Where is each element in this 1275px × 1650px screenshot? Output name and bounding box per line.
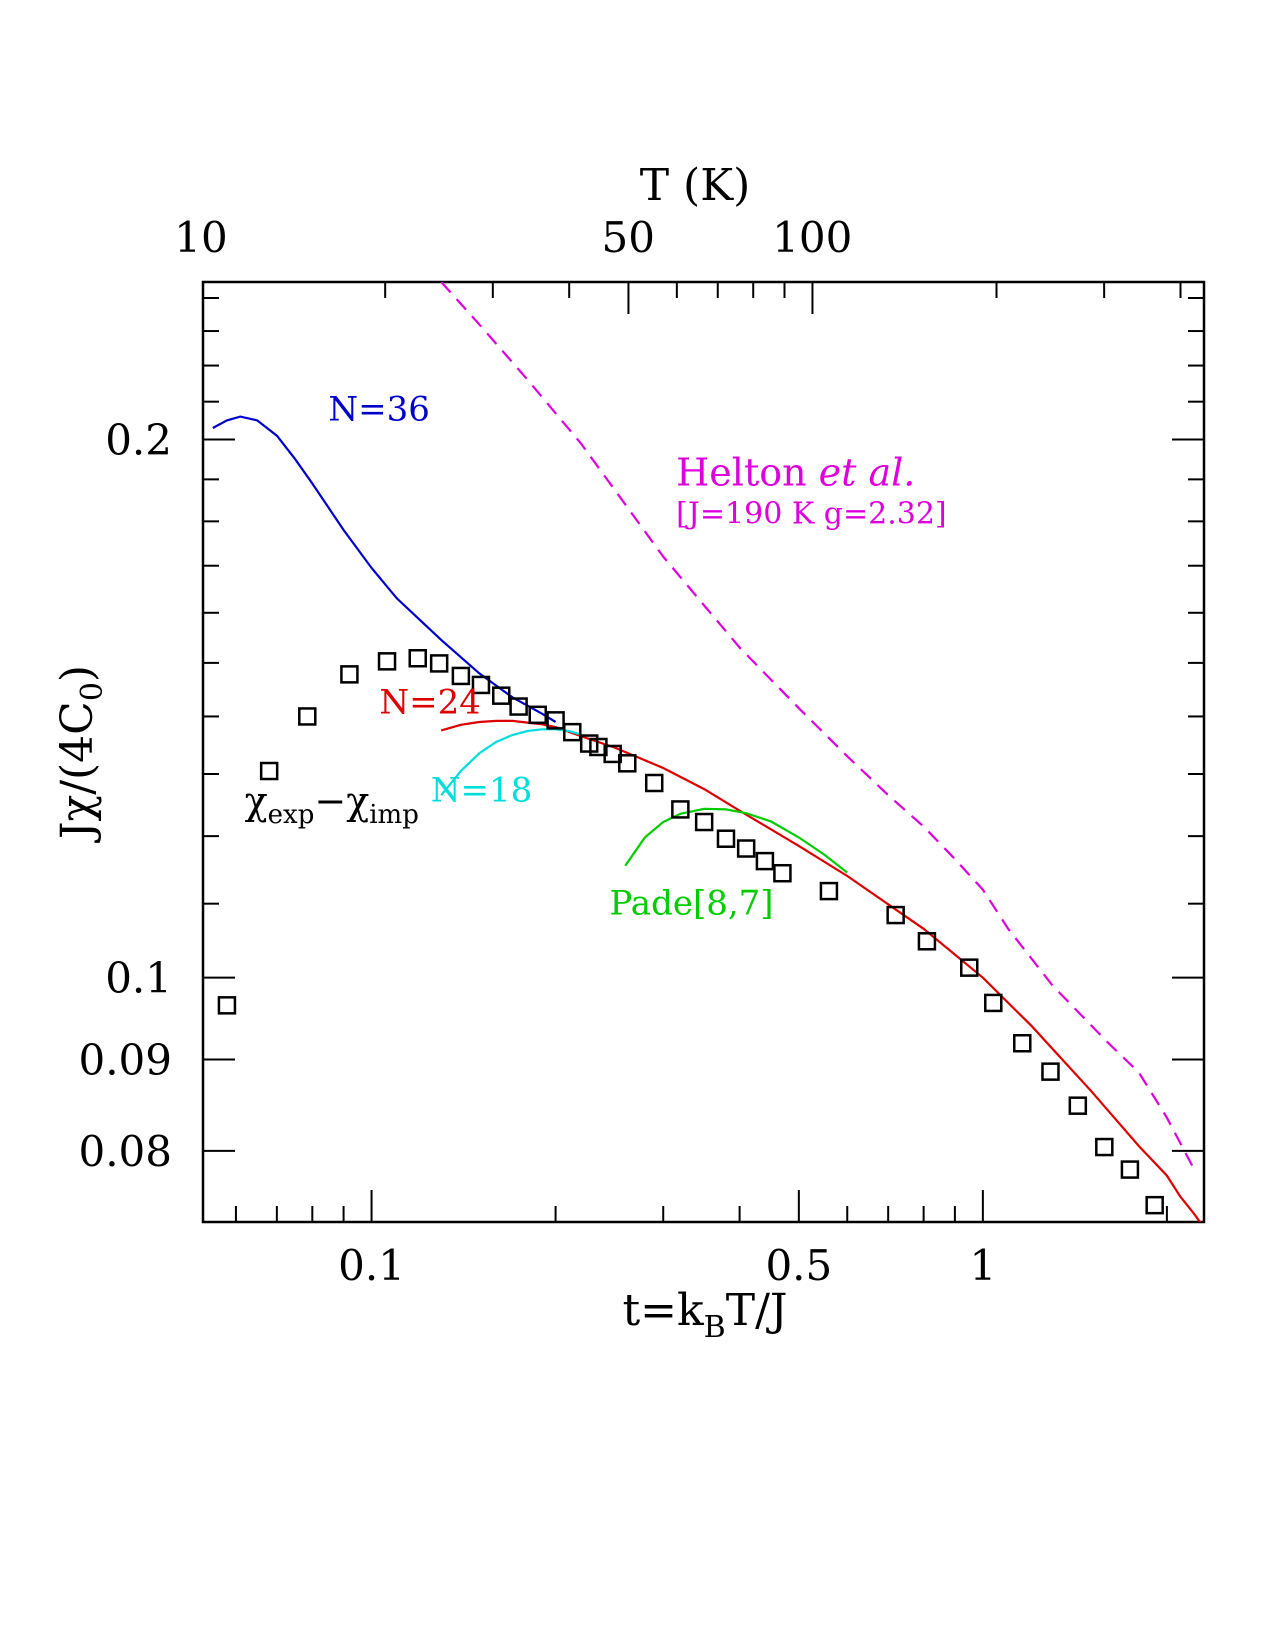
data-point-22 [736,839,756,858]
data-point-5 [408,648,427,668]
top-tick-label-0: 10 [174,213,227,262]
x-tick-label-0: 0.1 [338,1241,405,1290]
data-point-29 [984,993,1003,1013]
chi-imp-symbol: χ [346,779,369,823]
y-tick-label-1: 0.1 [105,954,172,1003]
data-point-35 [1145,1195,1164,1215]
annotation-0: N=36 [328,389,430,429]
data-point-8 [471,675,491,695]
x-axis-title: t=kBT/J [622,1285,787,1345]
y-tick-label-0: 0.2 [105,416,172,465]
data-point-18 [644,773,664,793]
data-point-24 [773,863,792,883]
data-point-19 [671,800,690,819]
data-point-9 [492,686,511,705]
annotations: N=36 N=24 N=18 Pade[8,7] [J=190 K g=2.32] [328,389,946,923]
annotation-3: Pade[8,7] [609,883,773,923]
data-point-21 [716,829,736,848]
series-line-4 [440,282,1194,1167]
data-point-12 [546,711,565,730]
chi-exp-minus-chi-imp-label: χexp−χimp [245,779,419,830]
data-point-20 [694,812,714,832]
annotation-1: N=24 [379,683,481,723]
series-line-3 [624,807,848,874]
chi-exp-symbol: χ [245,779,268,823]
x-axis-title-tail: T/J [726,1285,788,1336]
annotation-4: [J=190 K g=2.32] [676,497,946,532]
data-point-13 [563,722,582,742]
chi-exp-sub: exp [268,800,315,830]
data-point-26 [886,905,905,925]
x-tick-label-2: 1 [970,1241,997,1290]
data-point-25 [819,881,839,901]
plot-frame [201,280,1206,1224]
data-point-2 [298,707,317,726]
series-markers-5 [217,648,1184,1243]
data-point-4 [377,652,397,671]
series-line-0 [212,415,557,723]
y-tick-label-3: 0.08 [78,1127,172,1176]
data-point-3 [340,665,359,684]
y-axis-title: Jχ/(4C0) [52,665,110,843]
data-point-1 [259,761,279,781]
data-point-23 [755,851,775,871]
helton-label-etal: et al. [819,451,916,495]
data-point-31 [1041,1062,1060,1081]
data-point-32 [1068,1096,1088,1115]
data-point-11 [528,705,547,725]
y-tick-label-2: 0.09 [78,1035,172,1084]
series-line-2 [440,728,582,796]
data-point-28 [960,958,979,977]
top-tick-label-1: 50 [602,213,655,262]
chi-minus: − [314,779,346,823]
data-point-6 [429,654,449,673]
data-point-7 [451,666,471,686]
top-tick-label-2: 100 [772,213,852,262]
tick-labels: 0.1 0.5 1 0.2 0.1 0.09 0.08 10 50 100 [78,213,996,1290]
y-axis-title-sub: 0 [75,682,110,701]
x-axis-title-sub: B [704,1310,726,1345]
data-point-33 [1095,1137,1114,1157]
data-point-0 [217,996,237,1015]
data-point-17 [618,754,637,773]
data-point-30 [1013,1034,1032,1053]
helton-label: Helton et al. [676,451,915,495]
tick-marks [203,282,1204,1222]
x-tick-label-1: 0.5 [765,1241,832,1290]
data-point-36 [1168,1227,1184,1243]
chi-imp-sub: imp [369,800,419,830]
data-point-27 [917,932,937,951]
x-axis-title-main: t=k [622,1285,704,1336]
data-point-10 [509,697,528,716]
series-line-1 [440,719,1202,1222]
helton-label-name: Helton [676,451,818,495]
y-axis-title-main: Jχ/(4C [52,701,103,843]
data-point-34 [1120,1160,1140,1179]
top-axis-title: T (K) [640,160,751,211]
data-point-16 [603,744,622,764]
y-axis-title-tail: ) [52,665,103,682]
data-series [212,282,1202,1243]
annotation-2: N=18 [431,770,533,810]
